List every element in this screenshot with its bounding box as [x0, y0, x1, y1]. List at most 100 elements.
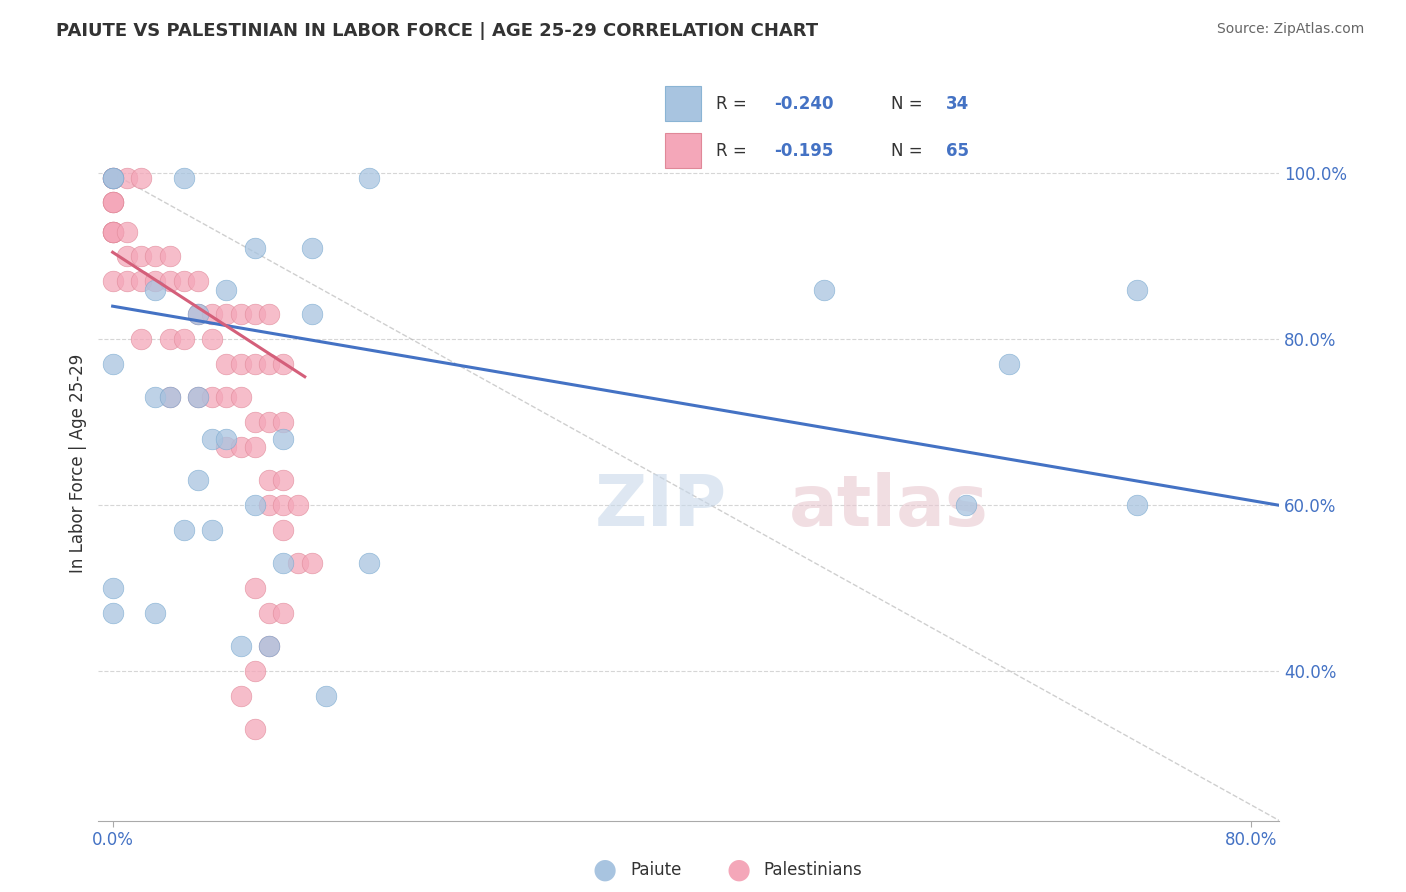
- Point: [301, 557, 323, 571]
- Point: [201, 523, 224, 537]
- Point: [101, 225, 124, 239]
- Point: [101, 274, 124, 288]
- Point: [243, 499, 266, 513]
- Bar: [665, 133, 702, 168]
- Point: [357, 557, 380, 571]
- Point: [243, 582, 266, 596]
- Point: [243, 415, 266, 429]
- Point: [273, 474, 295, 488]
- Point: [287, 557, 309, 571]
- Point: [115, 170, 138, 185]
- Point: [357, 170, 380, 185]
- Point: [273, 499, 295, 513]
- Point: [101, 195, 124, 210]
- Point: [159, 249, 181, 263]
- Point: [998, 357, 1021, 371]
- Point: [173, 332, 195, 346]
- Point: [187, 308, 209, 322]
- Text: PAIUTE VS PALESTINIAN IN LABOR FORCE | AGE 25-29 CORRELATION CHART: PAIUTE VS PALESTINIAN IN LABOR FORCE | A…: [56, 22, 818, 40]
- Point: [955, 499, 977, 513]
- Point: [143, 606, 166, 620]
- Point: [1126, 499, 1149, 513]
- Point: [173, 170, 195, 185]
- Text: R =: R =: [716, 142, 747, 160]
- Point: [143, 391, 166, 405]
- Point: [273, 357, 295, 371]
- Point: [159, 391, 181, 405]
- Point: [101, 195, 124, 210]
- Point: [129, 170, 152, 185]
- Point: [101, 225, 124, 239]
- Point: [101, 170, 124, 185]
- Point: [1126, 283, 1149, 297]
- Point: [229, 640, 252, 654]
- Point: [143, 249, 166, 263]
- Point: [143, 274, 166, 288]
- Text: N =: N =: [891, 95, 922, 112]
- Text: -0.195: -0.195: [775, 142, 834, 160]
- Point: [287, 499, 309, 513]
- Point: [187, 474, 209, 488]
- Point: [115, 249, 138, 263]
- Point: [229, 391, 252, 405]
- Point: [201, 432, 224, 446]
- Point: [129, 274, 152, 288]
- Point: [273, 557, 295, 571]
- Text: Palestinians: Palestinians: [763, 861, 862, 879]
- Point: [101, 357, 124, 371]
- Point: [101, 606, 124, 620]
- Point: [215, 432, 238, 446]
- Point: [115, 225, 138, 239]
- Point: [257, 308, 280, 322]
- Point: [129, 249, 152, 263]
- Point: [159, 274, 181, 288]
- Point: [257, 357, 280, 371]
- Point: [273, 432, 295, 446]
- Point: [257, 474, 280, 488]
- Text: Source: ZipAtlas.com: Source: ZipAtlas.com: [1216, 22, 1364, 37]
- Point: [243, 357, 266, 371]
- Text: N =: N =: [891, 142, 922, 160]
- Point: [301, 241, 323, 255]
- Point: [257, 640, 280, 654]
- Point: [257, 640, 280, 654]
- Point: [215, 283, 238, 297]
- Point: [243, 440, 266, 454]
- Text: atlas: atlas: [789, 472, 990, 541]
- Text: 34: 34: [946, 95, 970, 112]
- Point: [201, 391, 224, 405]
- Point: [273, 523, 295, 537]
- Point: [215, 391, 238, 405]
- Point: [173, 523, 195, 537]
- Point: [159, 332, 181, 346]
- Point: [215, 308, 238, 322]
- Point: [257, 499, 280, 513]
- Point: [273, 606, 295, 620]
- Point: [215, 440, 238, 454]
- Text: Paiute: Paiute: [630, 861, 682, 879]
- Point: [101, 225, 124, 239]
- Point: [173, 274, 195, 288]
- Point: [229, 440, 252, 454]
- Point: [101, 170, 124, 185]
- Text: ●: ●: [725, 855, 751, 884]
- Point: [187, 274, 209, 288]
- Point: [143, 283, 166, 297]
- Point: [201, 308, 224, 322]
- Point: [101, 170, 124, 185]
- Point: [813, 283, 835, 297]
- Text: -0.240: -0.240: [775, 95, 834, 112]
- Point: [243, 308, 266, 322]
- Point: [257, 415, 280, 429]
- Y-axis label: In Labor Force | Age 25-29: In Labor Force | Age 25-29: [69, 354, 87, 574]
- Point: [201, 332, 224, 346]
- Point: [315, 689, 337, 703]
- Point: [187, 391, 209, 405]
- Point: [273, 415, 295, 429]
- Point: [243, 723, 266, 737]
- Point: [215, 357, 238, 371]
- Point: [257, 606, 280, 620]
- Point: [243, 241, 266, 255]
- Point: [229, 689, 252, 703]
- Point: [187, 391, 209, 405]
